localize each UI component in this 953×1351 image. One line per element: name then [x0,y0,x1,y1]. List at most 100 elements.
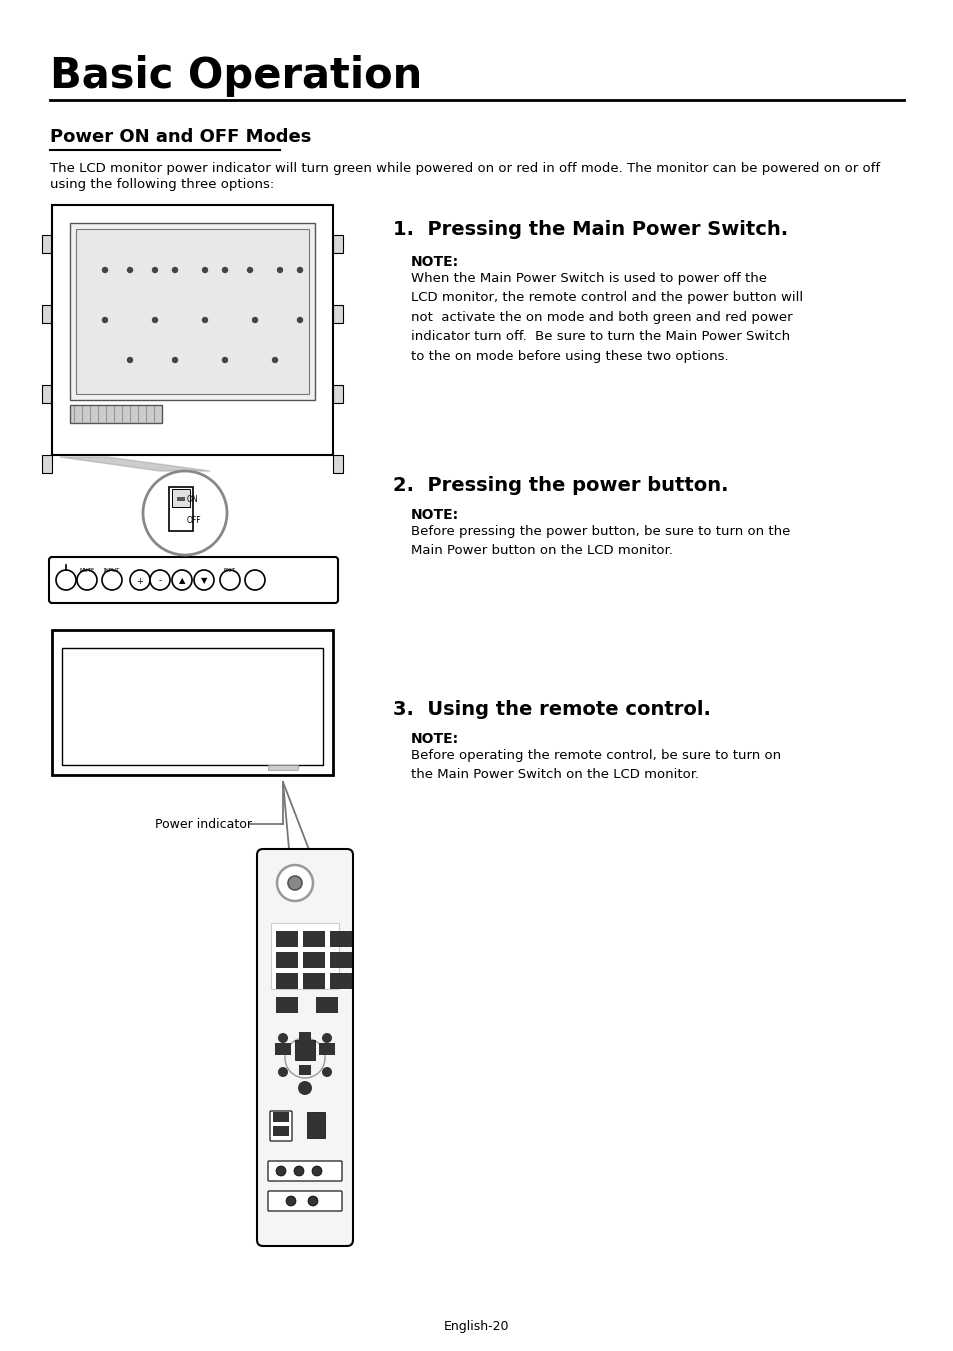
Text: Before operating the remote control, be sure to turn on
the Main Power Switch on: Before operating the remote control, be … [411,748,781,781]
Bar [330,952,352,969]
Text: using the following three options:: using the following three options: [50,178,274,190]
Circle shape [202,317,208,323]
Bar [273,1125,289,1136]
Circle shape [152,267,157,273]
Circle shape [193,570,213,590]
Text: 2.  Pressing the power button.: 2. Pressing the power button. [393,476,728,494]
Circle shape [277,1034,288,1043]
Bar [70,405,162,423]
FancyBboxPatch shape [268,1161,341,1181]
Bar [66,205,318,219]
Bar [177,497,185,501]
Circle shape [152,317,157,323]
Circle shape [172,358,177,362]
Circle shape [273,358,277,362]
Circle shape [275,1166,286,1175]
Bar [271,923,338,989]
Bar [70,223,314,400]
Bar [333,305,343,323]
Circle shape [222,358,227,362]
FancyBboxPatch shape [49,557,337,603]
Circle shape [150,570,170,590]
Bar [330,973,352,989]
Text: EXIT: EXIT [224,567,235,573]
Bar [275,952,297,969]
Text: INPUT: INPUT [104,567,120,573]
Bar [333,455,343,473]
Bar [275,997,297,1013]
Bar [42,235,52,253]
Circle shape [143,471,227,555]
Bar [66,439,318,447]
Circle shape [312,1166,322,1175]
Bar [303,973,325,989]
Bar [275,973,297,989]
Bar [315,997,337,1013]
Text: NOTE:: NOTE: [411,732,458,746]
Text: 1.  Pressing the Main Power Switch.: 1. Pressing the Main Power Switch. [393,220,787,239]
Bar [298,1032,311,1042]
Bar [172,489,190,507]
Text: OFF: OFF [187,516,201,526]
FancyBboxPatch shape [268,1192,341,1210]
Bar [52,205,333,455]
FancyBboxPatch shape [270,1111,292,1142]
Bar [42,455,52,473]
Circle shape [245,570,265,590]
Circle shape [220,570,240,590]
Text: ▼: ▼ [200,577,207,585]
Circle shape [294,1166,304,1175]
Bar [330,931,352,947]
Bar [273,1112,289,1121]
Bar [62,648,323,765]
Circle shape [322,1034,332,1043]
Circle shape [172,267,177,273]
Text: ON: ON [187,494,198,504]
Bar [42,305,52,323]
Circle shape [172,570,192,590]
Circle shape [288,875,302,890]
Bar [275,931,297,947]
Text: English-20: English-20 [444,1320,509,1333]
Text: MUTE: MUTE [79,567,94,573]
Circle shape [322,1067,332,1077]
Bar [307,1112,325,1138]
Circle shape [253,317,257,323]
Text: When the Main Power Switch is used to power off the
LCD monitor, the remote cont: When the Main Power Switch is used to po… [411,272,802,363]
Text: NOTE:: NOTE: [411,255,458,269]
Circle shape [276,865,313,901]
Text: ▲: ▲ [178,577,185,585]
Circle shape [128,267,132,273]
Bar [303,952,325,969]
Circle shape [102,317,108,323]
Text: 3.  Using the remote control.: 3. Using the remote control. [393,700,710,719]
Circle shape [286,1196,295,1206]
Circle shape [77,570,97,590]
Bar [169,486,193,531]
Bar [303,931,325,947]
Text: Power indicator: Power indicator [154,817,252,831]
Bar [274,1043,291,1055]
Circle shape [130,570,150,590]
Bar [298,1065,311,1075]
Bar [333,385,343,403]
FancyBboxPatch shape [256,848,353,1246]
Bar [318,219,333,447]
Circle shape [202,267,208,273]
Bar [333,235,343,253]
Text: NOTE:: NOTE: [411,508,458,521]
Bar [268,765,297,770]
Circle shape [247,267,253,273]
Circle shape [102,570,122,590]
Bar [52,630,333,775]
Circle shape [308,1196,317,1206]
Text: Basic Operation: Basic Operation [50,55,422,97]
Polygon shape [60,457,210,471]
Circle shape [297,1081,312,1096]
Circle shape [297,317,302,323]
Text: -: - [158,577,161,585]
Circle shape [222,267,227,273]
Bar [42,385,52,403]
Circle shape [297,267,302,273]
Circle shape [128,358,132,362]
